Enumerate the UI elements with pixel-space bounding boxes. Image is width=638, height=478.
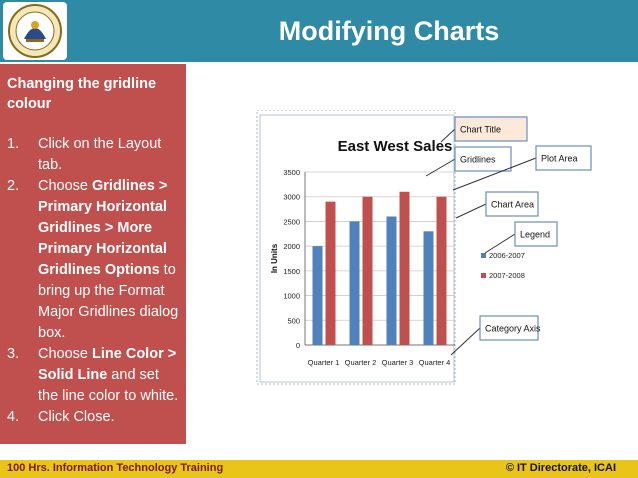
- legend-swatch: [481, 253, 486, 258]
- step-text-plain: to bring up the Format Major Gridlines d…: [38, 262, 179, 341]
- page-title: Modifying Charts: [278, 16, 500, 46]
- step-text: Choose Gridlines > Primary Horizontal Gr…: [38, 176, 182, 344]
- x-tick-label: Quarter 1: [308, 358, 340, 367]
- step-text: Choose Line Color > Solid Line and set t…: [38, 344, 182, 407]
- y-tick-label: 2000: [283, 242, 300, 251]
- callout-gridlines-label: Gridlines: [460, 155, 496, 165]
- callout-category-axis-label: Category Axis: [485, 324, 541, 334]
- bar-2006-2007-Quarter 4: [423, 231, 434, 345]
- step-item: 4. Click Close.: [7, 407, 182, 428]
- emblem-icon: [8, 4, 62, 58]
- x-tick-label: Quarter 3: [382, 358, 414, 367]
- y-tick-label: 0: [296, 341, 300, 350]
- step-item: 1. Click on the Layout tab.: [7, 134, 182, 176]
- callout-chart-title-label: Chart Title: [460, 125, 501, 135]
- step-item: 3. Choose Line Color > Solid Line and set…: [7, 344, 182, 407]
- x-tick-label: Quarter 4: [419, 358, 451, 367]
- step-number: 4.: [7, 409, 20, 425]
- bar-2007-2008-Quarter 1: [325, 201, 336, 345]
- y-tick-label: 1500: [283, 267, 300, 276]
- step-text-plain: Choose: [38, 346, 93, 362]
- callout-legend-label: Legend: [520, 230, 550, 240]
- callout-gridlines-box: [454, 146, 512, 172]
- callout-plot-area-label: Plot Area: [541, 154, 578, 164]
- step-text: Click Close.: [38, 407, 182, 428]
- header-bar: Modifying Charts: [0, 0, 638, 62]
- step-number: 1.: [7, 136, 20, 152]
- y-axis-label: In Units: [270, 243, 279, 273]
- step-text-plain: Choose: [38, 178, 93, 194]
- bar-2006-2007-Quarter 3: [386, 216, 397, 345]
- legend-swatch: [481, 273, 486, 278]
- callout-category-axis-pointer: [450, 327, 481, 356]
- y-tick-label: 3000: [283, 193, 300, 202]
- bar-2006-2007-Quarter 1: [312, 246, 323, 345]
- chart-image: East West Sales 0 500 1000 1500 2000 2500 3000 3…: [253, 109, 608, 386]
- callout-chart-area-pointer: [455, 203, 487, 219]
- step-number: 3.: [7, 346, 20, 362]
- step-text-bold: Gridlines > Primary Horizontal Gridlines…: [38, 178, 168, 278]
- callout-chart-title-pointer: [440, 128, 456, 143]
- step-text-plain: Click on the Layout tab.: [38, 136, 162, 173]
- chart-title: East West Sales: [338, 138, 453, 155]
- callout-plot-area-pointer: [452, 157, 537, 191]
- bar-2007-2008-Quarter 3: [399, 191, 410, 345]
- callout-chart-area-box: [485, 191, 539, 217]
- step-text-plain: and set the line color to white.: [38, 367, 179, 404]
- step-text-plain: Click Close.: [38, 409, 115, 425]
- callout-gridlines-pointer: [425, 158, 456, 177]
- y-tick-label: 3500: [283, 168, 300, 177]
- callout-chart-area-label: Chart Area: [491, 200, 534, 210]
- callout-legend-pointer: [484, 233, 516, 254]
- callout-legend-box: [514, 221, 558, 247]
- bar-2006-2007-Quarter 2: [349, 221, 360, 345]
- chart-svg: East West Sales 0 500 1000 1500 2000 2500 3000 3…: [256, 109, 592, 385]
- instructions-panel: Changing the gridline colour 1. Click on …: [0, 64, 186, 444]
- footer-copyright: © IT Directorate, ICAI: [505, 462, 616, 474]
- bar-2007-2008-Quarter 2: [362, 196, 373, 345]
- footer-bar: 100 Hrs. Information Technology Training…: [0, 460, 638, 478]
- step-text: Click on the Layout tab.: [38, 134, 182, 176]
- callout-chart-title-box: [454, 116, 528, 142]
- steps-list: 1. Click on the Layout tab. 2. Choose Gridl…: [7, 134, 182, 428]
- legend-label: 2007-2008: [489, 271, 525, 280]
- x-tick-label: Quarter 2: [345, 358, 377, 367]
- icai-logo-icon: [3, 2, 67, 60]
- legend-label: 2006-2007: [489, 251, 525, 260]
- step-text-bold: Line Color > Solid Line: [38, 346, 177, 383]
- y-tick-label: 1000: [283, 292, 300, 301]
- instructions-heading: Changing the gridline colour: [7, 76, 157, 112]
- step-number: 2.: [7, 178, 20, 194]
- step-item: 2. Choose Gridlines > Primary Horizontal …: [7, 176, 182, 344]
- callout-plot-area-box: [535, 145, 592, 171]
- footer-course: 100 Hrs. Information Technology Training: [7, 462, 224, 474]
- bar-2007-2008-Quarter 4: [436, 196, 447, 345]
- y-tick-label: 500: [287, 316, 300, 325]
- callout-category-axis-box: [479, 315, 539, 341]
- y-tick-label: 2500: [283, 217, 300, 226]
